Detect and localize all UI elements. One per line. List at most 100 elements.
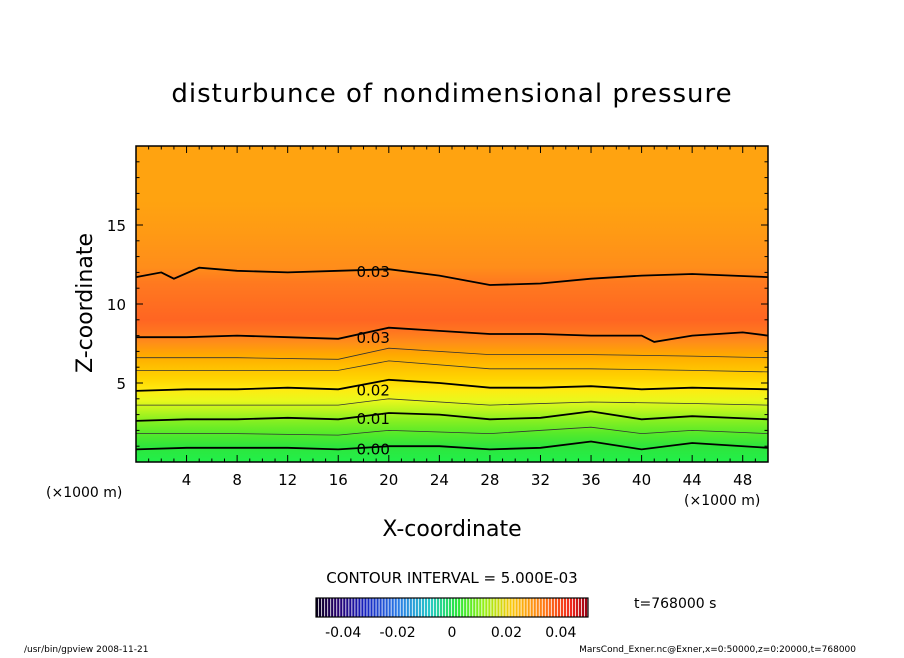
colorbar-cell — [500, 598, 503, 617]
colorbar-cell — [566, 598, 570, 617]
contour-line-minor — [136, 398, 769, 406]
colorbar-cell — [361, 598, 364, 617]
colorbar-cell — [388, 598, 391, 617]
colorbar-cell — [557, 598, 560, 617]
x-tick-label: 12 — [278, 471, 297, 489]
y-tick-label: 5 — [116, 375, 126, 393]
contour-line — [135, 266, 769, 286]
colorbar: -0.04 -0.02 0 0.02 0.04 — [315, 597, 589, 641]
colorbar-cell — [352, 598, 355, 617]
colorbar-cell — [485, 598, 488, 617]
x-tick-label: 28 — [480, 471, 499, 489]
colorbar-cell — [406, 598, 409, 617]
colorbar-cell — [421, 598, 424, 617]
contour-line-minor — [136, 347, 769, 360]
x-axis-label: X-coordinate — [382, 517, 521, 542]
x-tick-label: 4 — [182, 471, 192, 489]
x-tick-label: 48 — [733, 471, 752, 489]
colorbar-cell — [551, 598, 554, 617]
colorbar-cell — [581, 598, 585, 617]
colorbar-cell — [503, 598, 506, 617]
contour-label: 0.01 — [356, 410, 389, 428]
y-axis-label: Z-coordinate — [73, 233, 98, 373]
colorbar-cell — [452, 598, 455, 617]
colorbar-cell — [337, 598, 340, 617]
colorbar-cell — [470, 598, 473, 617]
colorbar-cell — [418, 598, 421, 617]
colorbar-cell — [424, 598, 428, 617]
colorbar-cell — [355, 598, 358, 617]
colorbar-cell — [572, 598, 576, 617]
colorbar-cell — [322, 598, 325, 617]
plot-area: 0.030.030.020.010.004 8 12 16 20 24 28 32 36 40 44… — [107, 145, 769, 489]
colorbar-cell — [554, 598, 557, 617]
colorbar-cell — [376, 598, 379, 617]
colorbar-cell — [403, 598, 406, 617]
colorbar-cell — [584, 598, 588, 617]
contour-label: 0.02 — [356, 381, 389, 399]
colorbar-cell — [400, 598, 403, 617]
colorbar-cell — [430, 598, 434, 617]
colorbar-cell — [539, 598, 542, 617]
contour-line — [135, 378, 769, 392]
colorbar-cell — [391, 598, 394, 617]
contour-label: 0.03 — [356, 329, 389, 347]
x-tick-label: 40 — [632, 471, 651, 489]
colorbar-cell — [385, 598, 388, 617]
colorbar-tick-label: -0.04 — [325, 625, 361, 641]
colorbar-cell — [367, 598, 370, 617]
colorbar-cell — [436, 598, 440, 617]
colorbar-cell — [433, 598, 437, 617]
contour-label: 0.03 — [356, 263, 389, 281]
colorbar-cell — [521, 598, 524, 617]
colorbar-cell — [497, 598, 500, 617]
colorbar-cell — [491, 598, 494, 617]
colorbar-cell — [512, 598, 515, 617]
x-tick-label: 20 — [379, 471, 398, 489]
colorbar-cell — [473, 598, 476, 617]
time-label: t=768000 s — [634, 596, 716, 612]
x-tick-label: 24 — [430, 471, 449, 489]
colorbar-cell — [575, 598, 579, 617]
colorbar-cell — [536, 598, 539, 617]
colorbar-cell — [578, 598, 582, 617]
colorbar-cell — [325, 598, 328, 617]
colorbar-cell — [548, 598, 551, 617]
footer-right: MarsCond_Exner.nc@Exner,x=0:50000,z=0:20… — [579, 645, 856, 654]
colorbar-cell — [427, 598, 431, 617]
contour-interval: CONTOUR INTERVAL = 5.000E-03 — [326, 569, 577, 587]
colorbar-cell — [533, 598, 536, 617]
colorbar-cell — [464, 598, 467, 617]
colorbar-cell — [349, 598, 352, 617]
colorbar-cell — [530, 598, 533, 617]
colorbar-cell — [458, 598, 461, 617]
colorbar-cell — [545, 598, 548, 617]
colorbar-cell — [509, 598, 512, 617]
contour-line-minor — [136, 360, 769, 373]
colorbar-cell — [373, 598, 376, 617]
colorbar-cell — [467, 598, 470, 617]
colorbar-tick-label: -0.02 — [379, 625, 415, 641]
colorbar-cell — [506, 598, 509, 617]
colorbar-cell — [445, 598, 449, 617]
colorbar-tick-label: 0.02 — [491, 625, 522, 641]
colorbar-cell — [379, 598, 382, 617]
colorbar-cell — [340, 598, 343, 617]
colorbar-cell — [328, 598, 331, 617]
contour-line — [136, 326, 769, 343]
colorbar-cell — [448, 598, 452, 617]
y-tick-label: 10 — [107, 296, 126, 314]
colorbar-cell — [455, 598, 458, 617]
colorbar-cell — [476, 598, 479, 617]
colorbar-cell — [346, 598, 349, 617]
y-tick-label: 15 — [107, 217, 126, 235]
colorbar-cell — [524, 598, 527, 617]
colorbar-cell — [364, 598, 367, 617]
contour-line — [135, 440, 769, 451]
colorbar-tick-label: 0 — [448, 625, 457, 641]
x-tick-label: 44 — [683, 471, 702, 489]
colorbar-cell — [518, 598, 521, 617]
colorbar-cell — [494, 598, 497, 617]
colorbar-cell — [316, 598, 319, 617]
